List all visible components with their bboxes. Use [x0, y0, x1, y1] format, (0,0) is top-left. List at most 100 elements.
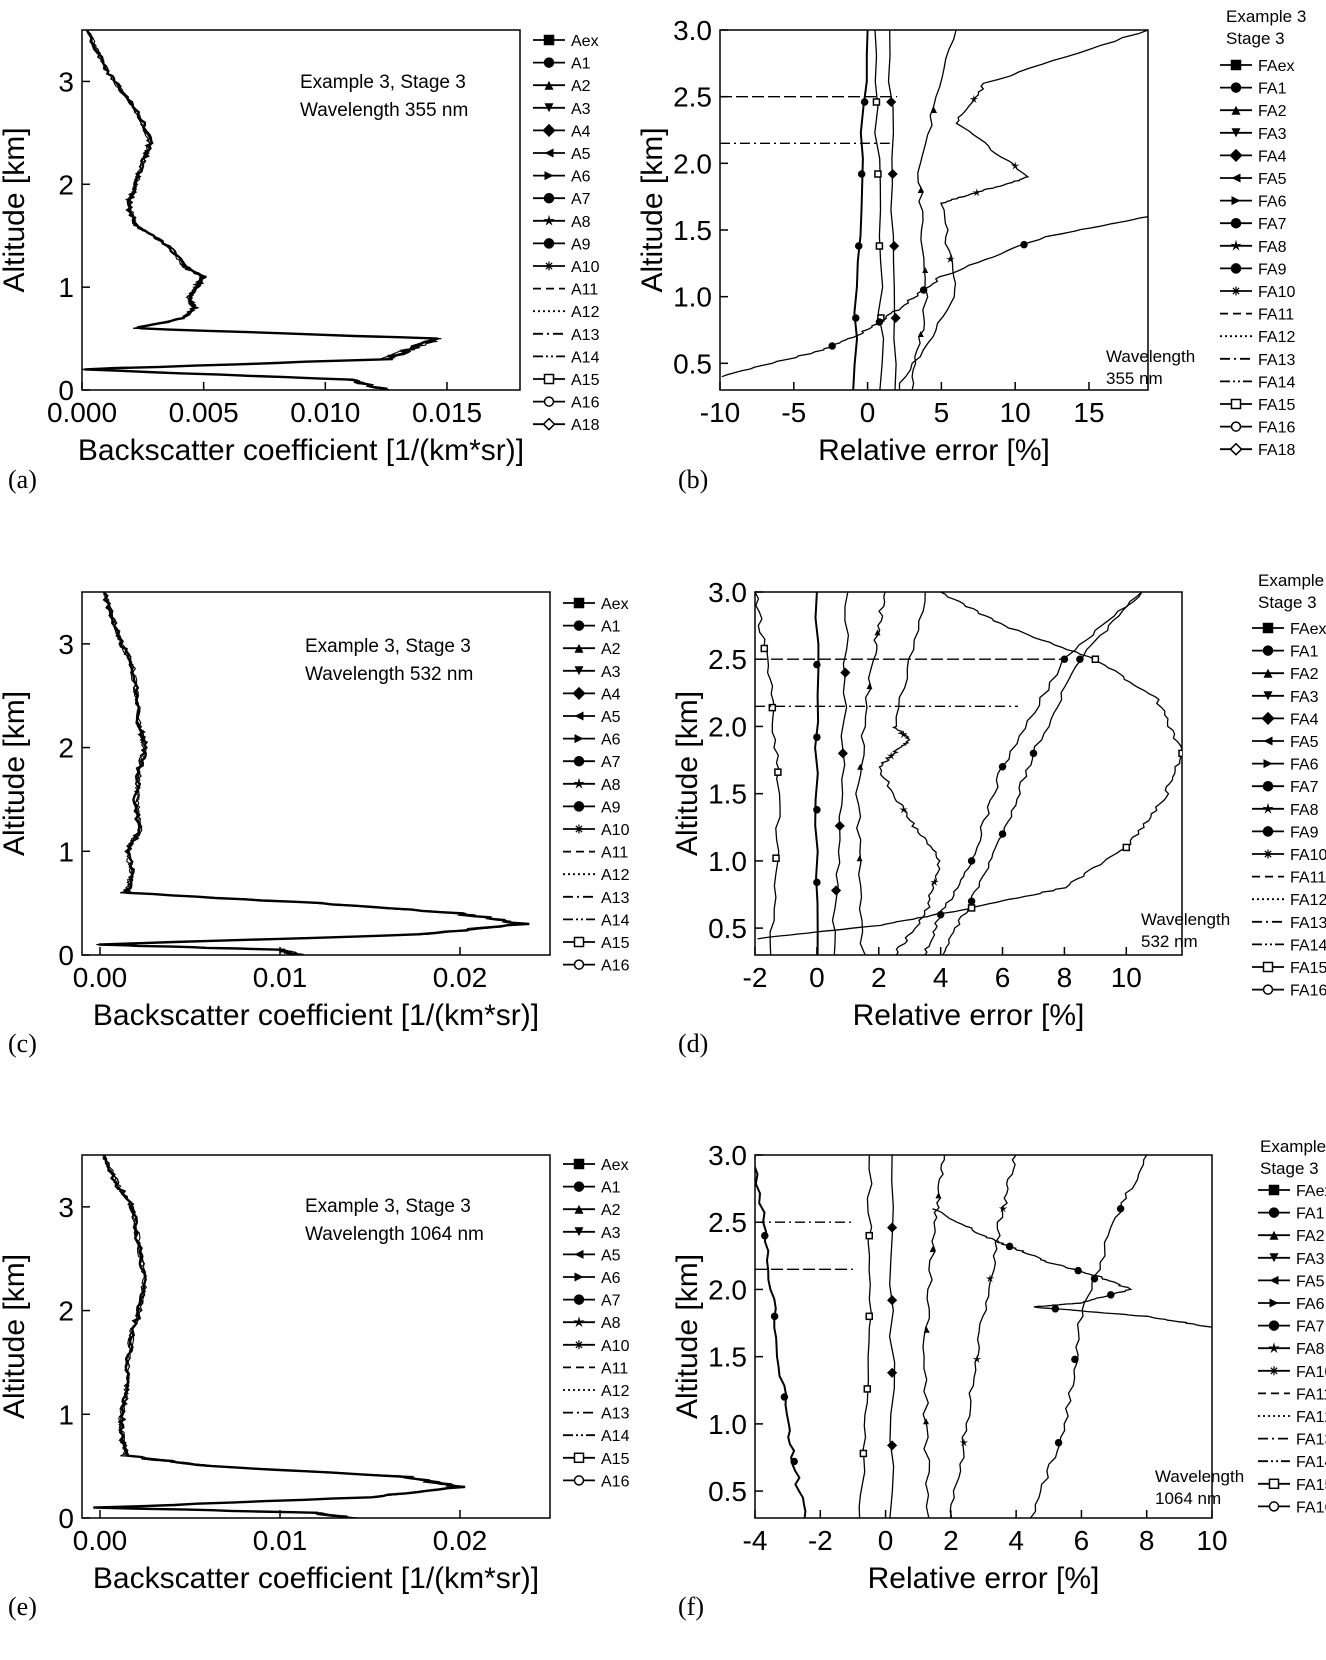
legend-label-a-3: A3 [571, 101, 591, 118]
legend-marker-f-14 [1268, 1501, 1280, 1512]
series-marker-b-3-3 [917, 187, 924, 193]
x-tick-label-b-3: 5 [934, 397, 950, 428]
legend-marker-f-13 [1268, 1478, 1280, 1490]
panel-a: 0.000 0.005 0.010 0.015 0 1 2 3 Backscatter coef… [0, 29, 600, 494]
legend-marker-b-8 [1230, 239, 1242, 251]
legend-f: FAex FA1 FA2 FA3 FA5 FA6 FA7 FA8 FA10 FA11 FA12 FA1… [1258, 1183, 1326, 1516]
legend-label-f-6: FA7 [1296, 1319, 1325, 1336]
legend-marker-d-1 [1262, 645, 1274, 656]
series-marker-b-2-4 [886, 96, 897, 108]
series-marker-d-2-2 [834, 820, 845, 831]
series-d-4 [878, 592, 941, 955]
series-marker-d-3-3 [866, 683, 873, 690]
y-tick-label-e-3: 3 [58, 1192, 74, 1223]
legend-title-b-1: Stage 3 [1226, 29, 1285, 48]
legend-label-c-9: A9 [601, 799, 621, 816]
legend-label-b-17: FA18 [1258, 442, 1295, 459]
legend-b: FAex FA1 FA2 FA3 FA4 FA5 FA6 FA7 FA8 FA9 FA10 FA11 F… [1220, 58, 1295, 459]
series-marker-f-3-1 [923, 1418, 930, 1425]
x-tick-label-a-2: 0.010 [290, 397, 360, 428]
legend-marker-a-16 [543, 396, 555, 407]
series-a-3 [84, 30, 433, 390]
y-tick-label-d-2: 1.5 [708, 779, 747, 810]
legend-label-c-6: A6 [601, 732, 621, 749]
legend-label-c-16: A16 [601, 958, 630, 975]
y-tick-label-c-1: 1 [58, 836, 74, 867]
legend-marker-e-7 [573, 1316, 585, 1328]
y-tick-label-f-3: 2.0 [708, 1274, 747, 1305]
legend-marker-f-1 [1268, 1207, 1280, 1218]
legend-label-d-10: FA10 [1290, 847, 1326, 864]
legend-label-b-10: FA10 [1258, 284, 1295, 301]
legend-label-b-8: FA8 [1258, 239, 1287, 256]
legend-marker-f-5 [1269, 1298, 1279, 1308]
series-marker-d-0-4 [813, 660, 821, 669]
legend-label-f-3: FA3 [1296, 1251, 1325, 1268]
y-tick-label-b-5: 3.0 [673, 15, 712, 46]
series-marker-d-3-4 [874, 629, 881, 636]
series-d-1 [755, 592, 781, 955]
legend-label-e-5: A6 [601, 1270, 621, 1287]
legend-marker-e-2 [574, 1204, 584, 1214]
series-marker-b-4-2 [972, 188, 982, 197]
y-tick-label-e-2: 2 [58, 1296, 74, 1327]
legend-label-b-4: FA4 [1258, 148, 1287, 165]
x-tick-label-f-1: -2 [808, 1525, 833, 1556]
legend-marker-d-0 [1262, 622, 1274, 634]
legend-marker-f-4 [1269, 1275, 1279, 1285]
legend-marker-a-1 [543, 57, 555, 68]
legend-marker-a-0 [543, 34, 555, 46]
series-f-0 [755, 1155, 807, 1518]
legend-label-b-14: FA14 [1258, 374, 1295, 391]
y-tick-label-a-1: 1 [58, 272, 74, 303]
legend-label-d-13: FA13 [1290, 915, 1326, 932]
y-axis-label-a: Altitude [km] [0, 127, 31, 292]
legend-label-f-4: FA5 [1296, 1273, 1325, 1290]
series-marker-d-1-1 [772, 854, 780, 862]
legend-label-a-8: A8 [571, 214, 591, 231]
y-tick-label-c-3: 3 [58, 629, 74, 660]
x-tick-label-d-3: 4 [933, 962, 949, 993]
legend-label-f-0: FAex [1296, 1183, 1326, 1200]
x-tick-label-d-2: 2 [871, 962, 887, 993]
y-tick-label-b-3: 2.0 [673, 148, 712, 179]
series-marker-f-0-4 [761, 1231, 769, 1240]
legend-label-e-10: A12 [601, 1383, 630, 1400]
legend-marker-e-14 [573, 1475, 585, 1486]
data-c [96, 592, 530, 955]
y-tick-label-a-3: 3 [58, 66, 74, 97]
legend-label-d-2: FA2 [1290, 666, 1319, 683]
legend-label-b-9: FA9 [1258, 261, 1287, 278]
legend-marker-e-8 [574, 1340, 584, 1350]
panel-label-b: (b) [678, 465, 708, 494]
series-marker-f-4-4 [998, 1204, 1008, 1213]
series-marker-b-1-2 [875, 242, 884, 250]
legend-marker-f-8 [1269, 1366, 1279, 1376]
series-marker-b-4-4 [969, 94, 979, 103]
x-tick-label-c-2: 0.02 [433, 962, 488, 993]
legend-label-e-8: A10 [601, 1338, 630, 1355]
series-marker-f-2-1 [887, 1440, 898, 1451]
legend-label-a-14: A14 [571, 349, 600, 366]
legend-label-d-3: FA3 [1290, 689, 1319, 706]
y-tick-label-c-0: 0 [58, 940, 74, 971]
series-f-1 [858, 1155, 873, 1518]
series-marker-f-4-2 [972, 1354, 982, 1363]
legend-marker-b-2 [1231, 105, 1241, 115]
annotation-a-1: Wavelength 355 nm [300, 100, 468, 121]
y-tick-label-b-0: 0.5 [673, 348, 712, 379]
series-marker-f-0-3 [770, 1312, 779, 1321]
series-marker-d-4-3 [886, 751, 896, 760]
panel-label-a: (a) [8, 465, 37, 494]
series-f-2 [888, 1155, 896, 1518]
x-tick-label-d-6: 10 [1111, 962, 1142, 993]
series-marker-d-6-2 [998, 830, 1007, 838]
legend-marker-c-16 [573, 959, 585, 970]
plot-frame-c [81, 591, 551, 956]
series-c-1 [98, 592, 524, 955]
legend-label-e-1: A1 [601, 1180, 621, 1197]
legend-marker-d-10 [1263, 849, 1273, 859]
legend-marker-d-7 [1262, 780, 1274, 792]
series-marker-f-0-2 [780, 1393, 789, 1401]
legend-label-e-6: A7 [601, 1293, 621, 1310]
